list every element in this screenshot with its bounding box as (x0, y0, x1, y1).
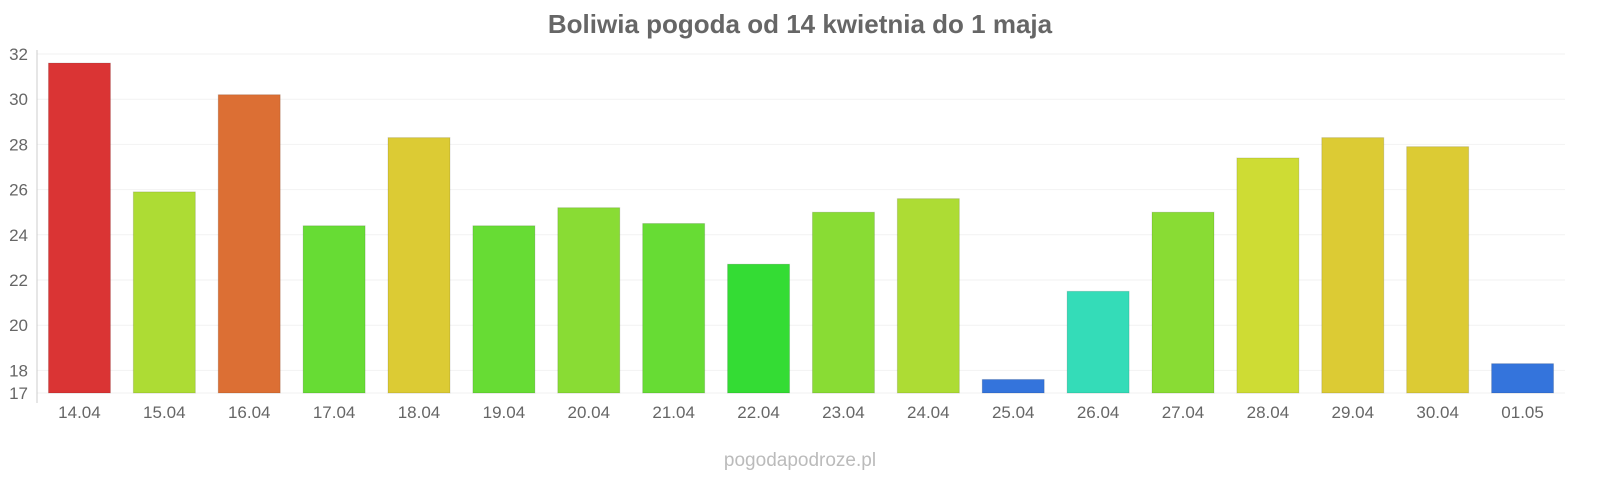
bar (472, 225, 536, 394)
bar (1406, 146, 1470, 394)
y-tick-label: 32 (9, 45, 28, 64)
bar (387, 137, 451, 394)
y-axis: 17 18 20 22 24 26 28 30 32 (9, 45, 38, 403)
bar (811, 211, 875, 394)
bar (217, 94, 281, 394)
x-tick-label: 16.04 (228, 403, 271, 422)
bar (896, 198, 960, 394)
x-tick-label: 20.04 (568, 403, 611, 422)
x-tick-label: 27.04 (1162, 403, 1205, 422)
x-tick-label: 25.04 (992, 403, 1035, 422)
x-tick-label: 28.04 (1247, 403, 1290, 422)
bar (727, 263, 791, 394)
x-tick-label: 26.04 (1077, 403, 1120, 422)
x-tick-label: 01.05 (1501, 403, 1544, 422)
bars (47, 62, 1555, 394)
bar (1066, 290, 1130, 394)
x-tick-label: 14.04 (58, 403, 101, 422)
y-tick-label: 22 (9, 271, 28, 290)
y-tick-label: 28 (9, 135, 28, 154)
bar (1321, 137, 1385, 394)
bar (132, 191, 196, 394)
bar (1491, 363, 1555, 394)
x-tick-label: 21.04 (652, 403, 695, 422)
y-tick-label: 26 (9, 181, 28, 200)
x-tick-label: 17.04 (313, 403, 356, 422)
y-tick-label: 24 (9, 226, 28, 245)
watermark: pogodapodroze.pl (724, 450, 876, 471)
bar (981, 378, 1045, 394)
bar (557, 207, 621, 394)
bar (642, 223, 706, 394)
chart-title: Boliwia pogoda od 14 kwietnia do 1 maja (548, 9, 1053, 39)
x-tick-label: 30.04 (1416, 403, 1459, 422)
x-tick-label: 19.04 (483, 403, 526, 422)
y-tick-label: 17 (9, 384, 28, 403)
x-tick-label: 29.04 (1332, 403, 1375, 422)
y-tick-label: 20 (9, 316, 28, 335)
bar (1236, 157, 1300, 394)
bar (1151, 211, 1215, 394)
x-tick-label: 15.04 (143, 403, 186, 422)
y-tick-label: 18 (9, 361, 28, 380)
bar (302, 225, 366, 394)
x-tick-label: 24.04 (907, 403, 950, 422)
x-axis: 14.04 15.04 16.04 17.04 18.04 19.04 20.04 21.04… (58, 403, 1544, 422)
x-tick-label: 22.04 (737, 403, 780, 422)
grid (37, 53, 1565, 394)
x-tick-label: 18.04 (398, 403, 441, 422)
bar (47, 62, 111, 394)
x-tick-label: 23.04 (822, 403, 865, 422)
y-tick-label: 30 (9, 90, 28, 109)
